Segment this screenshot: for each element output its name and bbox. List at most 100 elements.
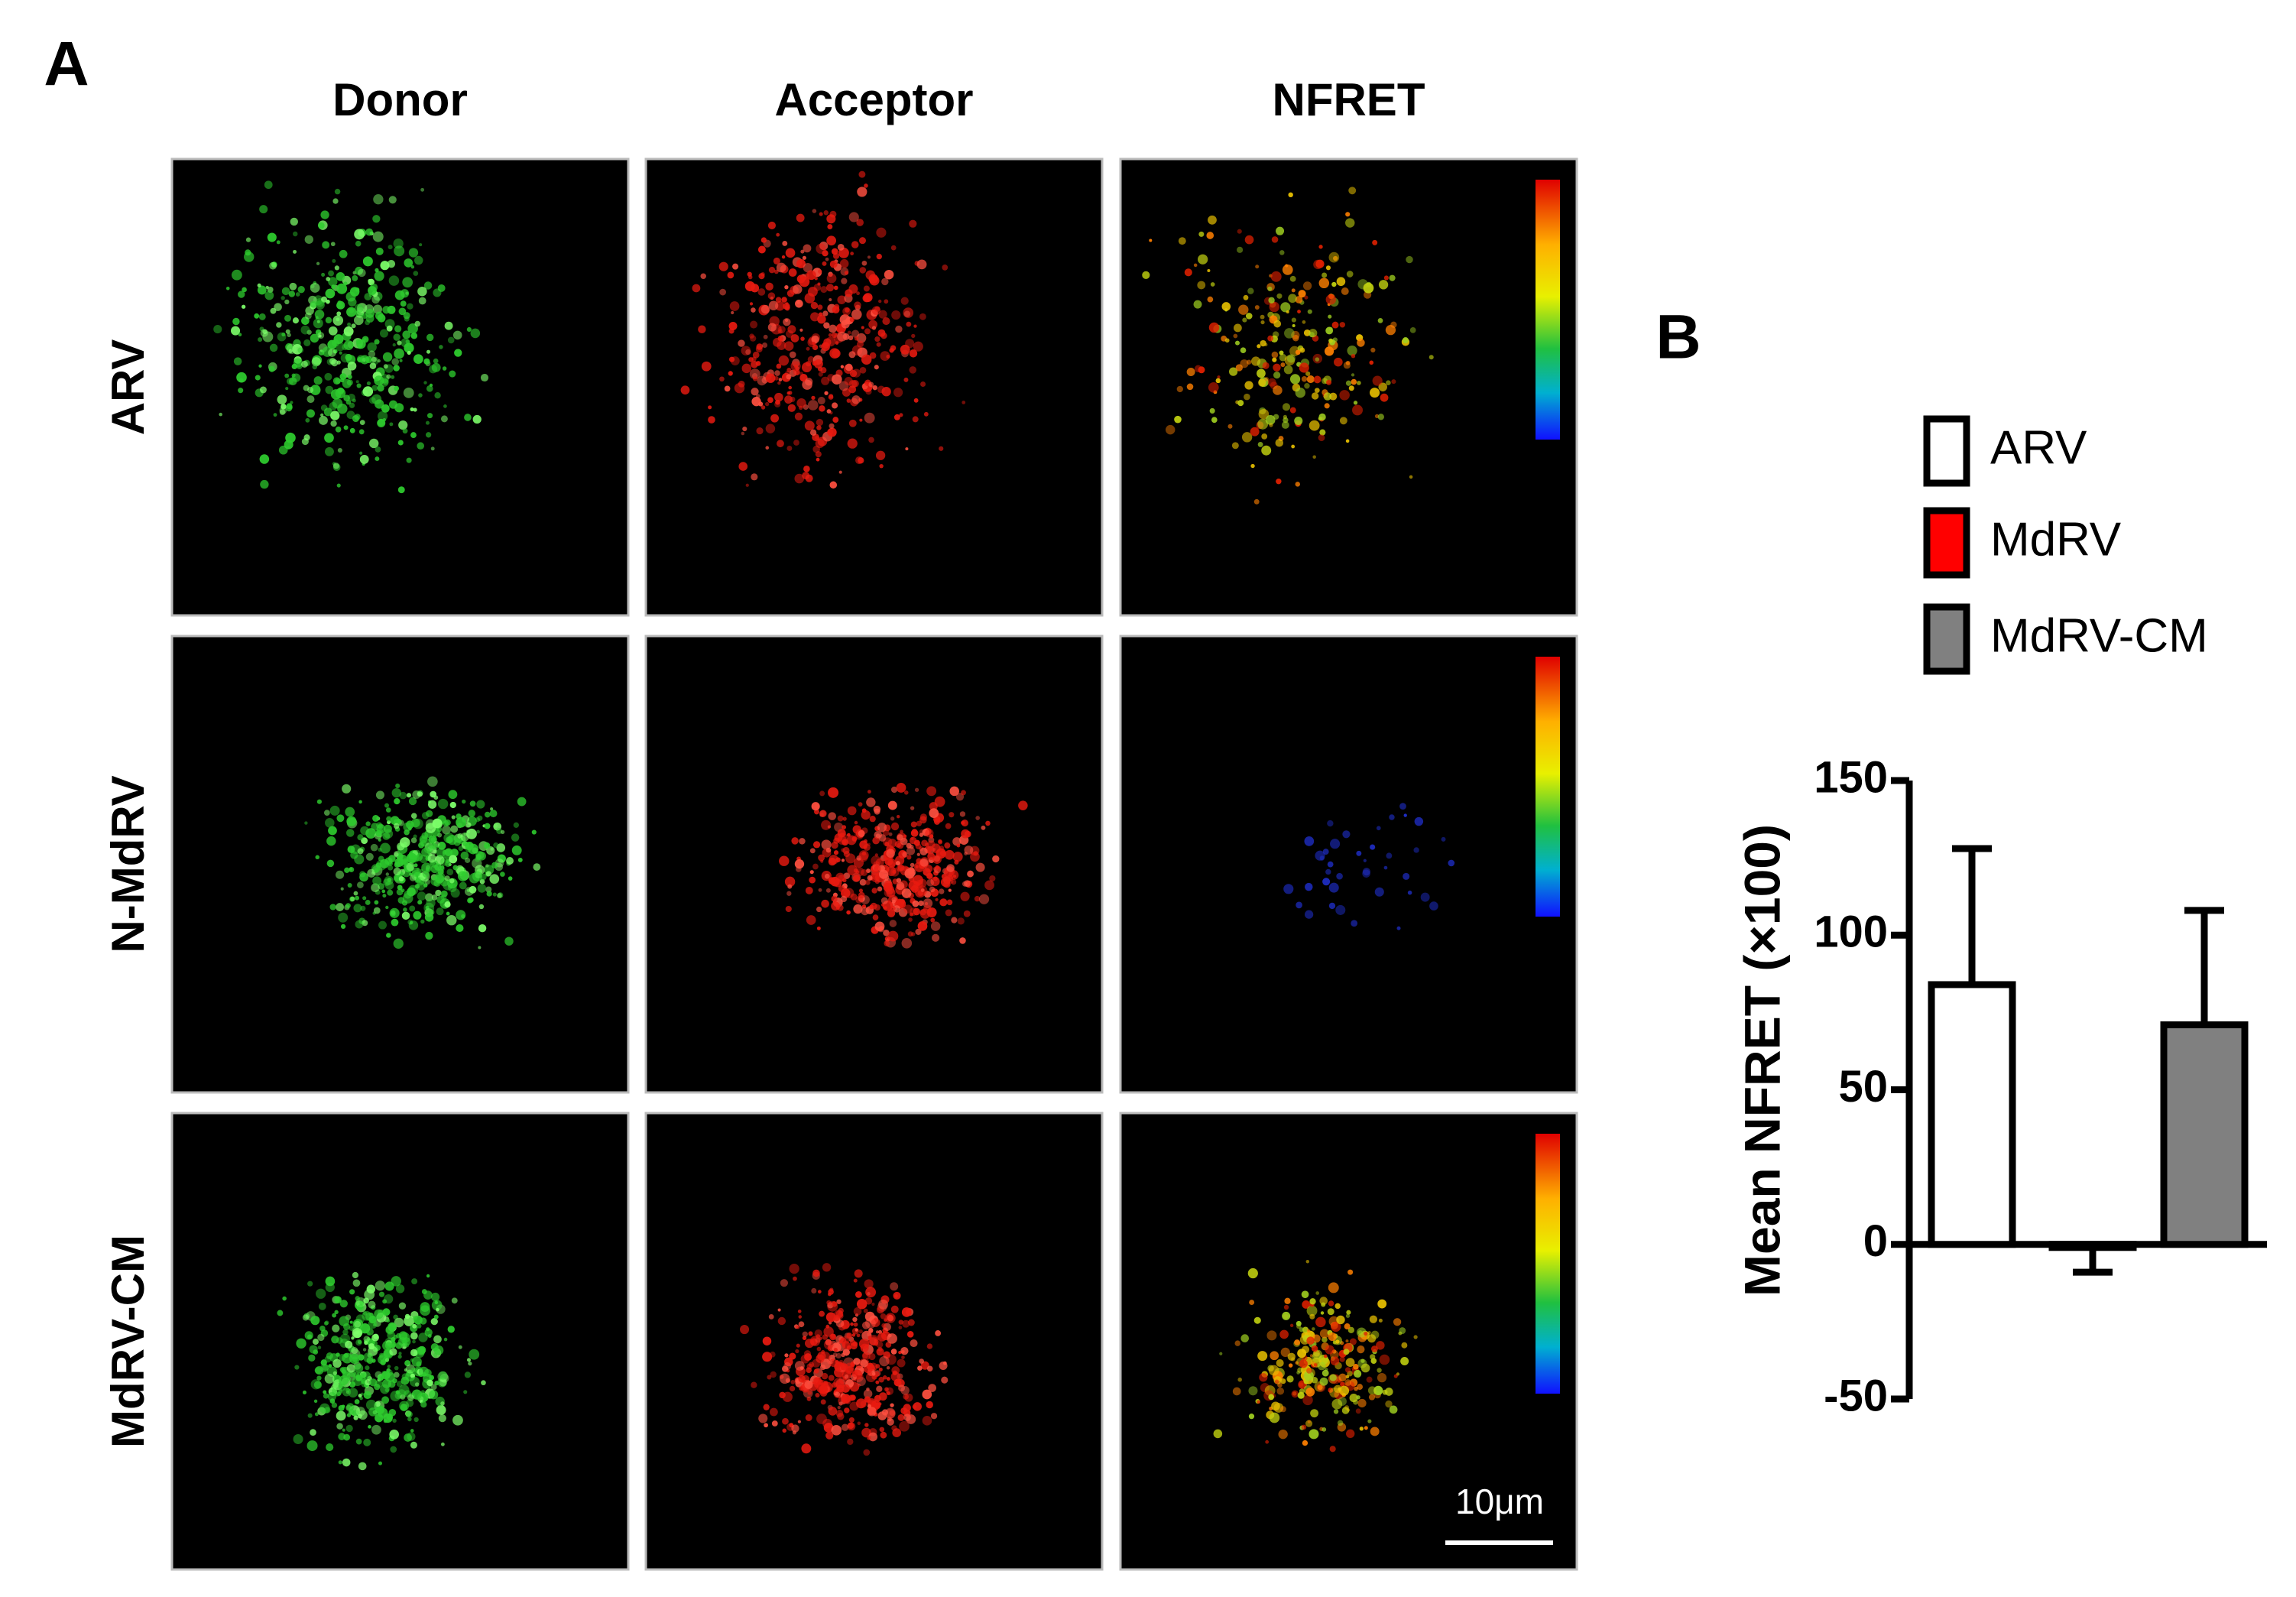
speckle [926,878,935,887]
speckle [832,1352,838,1358]
speckle [975,862,985,872]
speckle [460,851,469,860]
speckle [893,1291,901,1300]
speckle [356,383,362,388]
y-tick-label: 0 [1863,1216,1888,1266]
speckle [1219,1352,1223,1355]
speckle [822,250,829,257]
speckle [405,339,410,344]
speckle [387,1365,391,1368]
speckle [378,1375,384,1381]
speckle [394,797,401,805]
speckle [427,854,436,863]
speckle [931,843,941,853]
speckle [296,1338,306,1349]
speckle [451,815,456,820]
speckle [1377,1299,1387,1309]
speckle [1193,263,1198,268]
speckle [375,446,381,453]
speckle [391,375,395,379]
speckle [374,271,384,281]
speckle [801,1443,812,1454]
speckle [780,1279,789,1287]
speckle [949,870,959,881]
speckle [375,862,382,868]
speckle [899,1420,910,1432]
speckle [1318,413,1326,421]
speckle [236,372,247,383]
speckle [765,446,770,450]
speckle [825,1312,836,1323]
speckle [437,798,449,810]
speckle [383,1419,388,1423]
speckle [1286,354,1296,363]
speckle [371,883,380,892]
speckle [741,363,752,374]
speckle [949,812,955,818]
speckle [843,872,851,879]
speckle [326,836,336,846]
speckle [863,285,870,292]
speckle [777,336,784,342]
speckle [828,877,836,885]
speckle [1327,861,1334,868]
speckle [342,378,352,388]
speckle [430,1292,440,1302]
speckle [861,1321,871,1329]
speckle [380,261,390,271]
speckle [380,842,391,854]
speckle [449,801,456,809]
speckle [312,1339,319,1345]
speckle [404,342,414,353]
speckle [476,800,485,809]
speckle [1296,1320,1302,1326]
speckle [858,802,863,807]
speckle [952,837,962,846]
speckle [1334,1303,1341,1310]
speckle [851,1333,856,1337]
speckle [929,802,938,811]
speckle [386,1368,391,1373]
speckle [259,205,268,214]
speckle [823,1381,829,1386]
speckle [842,825,847,829]
speckle [833,303,840,310]
speckle [394,852,399,857]
speckle [784,876,796,888]
speckle [893,1378,902,1387]
speckle [365,852,374,861]
speckle [1304,383,1310,389]
speckle [798,1321,805,1328]
speckle [841,320,850,329]
speckle [297,347,304,354]
speckle [956,843,961,848]
speckle [793,284,803,294]
speckle [1352,404,1363,416]
speckle [876,1385,883,1392]
speckle [1356,1395,1360,1400]
speckle [425,420,430,425]
speckle [1372,375,1383,386]
speckle [349,1353,360,1365]
speckle [444,848,453,857]
speckle [323,810,330,816]
speckle [407,1394,414,1401]
speckle [884,1407,896,1419]
speckle [838,885,845,892]
speckle [771,1420,778,1427]
speckle [390,816,400,826]
speckle [430,446,435,451]
speckle [844,1375,849,1379]
speckle [955,793,965,801]
speckle [1399,1327,1406,1334]
speckle [740,1325,750,1335]
speckle [284,373,290,378]
speckle [871,1371,876,1376]
speckle [347,374,352,380]
speckle [1315,850,1325,861]
speckle [1339,1385,1350,1396]
speckle [1328,1388,1334,1393]
speckle [876,1348,884,1356]
speckle [340,923,346,930]
speckle [821,820,832,830]
